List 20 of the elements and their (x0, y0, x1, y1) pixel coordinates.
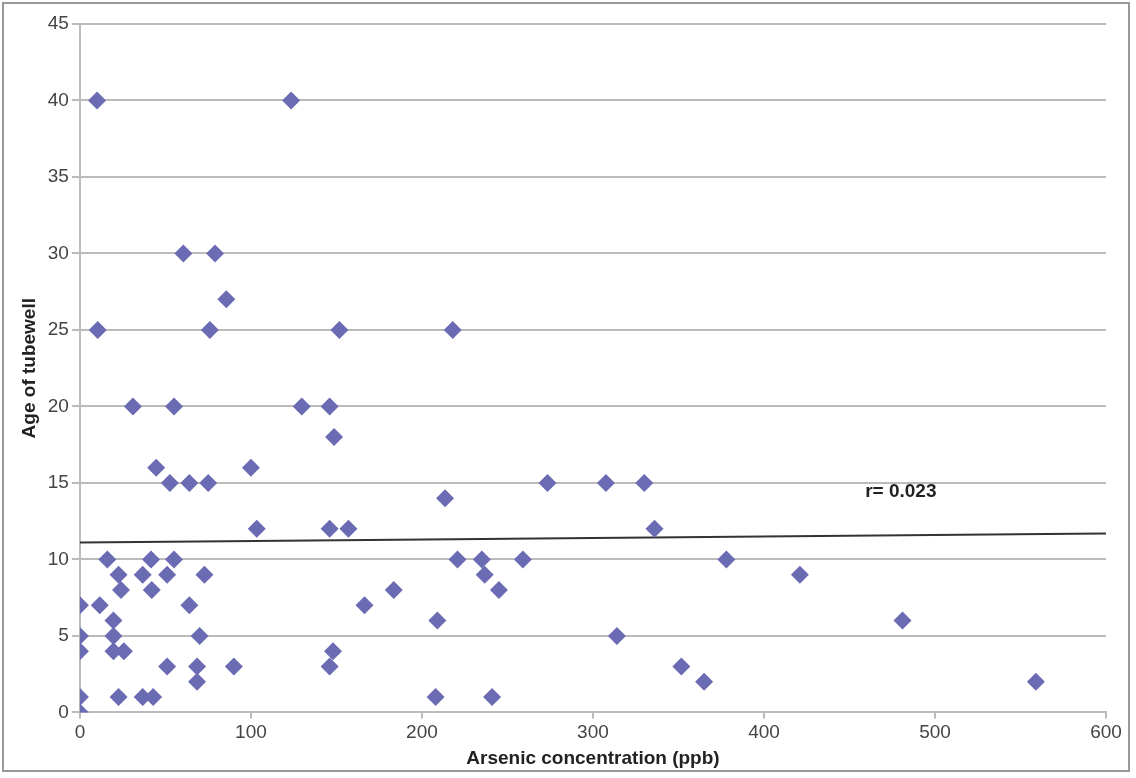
y-tick-label: 30 (47, 241, 69, 263)
x-tick-label: 300 (577, 721, 609, 743)
y-tick-label: 10 (47, 547, 69, 569)
y-tick-label: 35 (47, 165, 69, 187)
y-tick-label: 20 (47, 394, 69, 416)
x-axis-title: Arsenic concentration (ppb) (466, 746, 720, 768)
y-tick-label: 0 (58, 700, 69, 722)
y-tick-label: 45 (47, 12, 69, 34)
y-tick-label: 25 (47, 318, 69, 340)
annotation: r= 0.023 (865, 480, 937, 502)
y-axis-title: Age of tubewell (17, 298, 39, 439)
x-tick-label: 600 (1090, 721, 1122, 743)
y-tick-label: 5 (58, 624, 69, 646)
x-tick-label: 200 (406, 721, 438, 743)
y-tick-label: 15 (47, 471, 69, 493)
x-tick-label: 500 (919, 721, 951, 743)
x-tick-label: 100 (235, 721, 267, 743)
y-tick-label: 40 (47, 88, 69, 110)
x-tick-label: 400 (748, 721, 780, 743)
x-tick-label: 0 (74, 721, 86, 743)
